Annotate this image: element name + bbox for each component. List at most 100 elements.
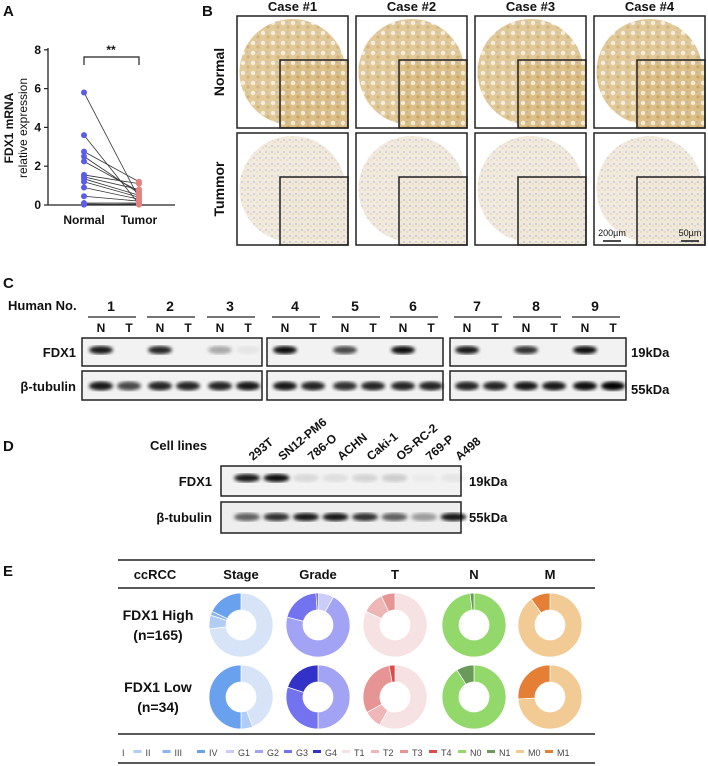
legend-label: T1: [354, 748, 365, 758]
significance-bracket: [83, 56, 140, 65]
donut-t-low: [362, 664, 428, 730]
donut-slice-t3: [362, 665, 393, 713]
blot-band: [263, 513, 290, 521]
blot-band: [411, 513, 437, 521]
donut-slice-g2: [285, 596, 351, 658]
donut-slice-m0: [517, 664, 583, 730]
lane-label-n: N: [341, 321, 350, 335]
legend-label: N1: [499, 748, 511, 758]
panel-c-western-blot: Human No. FDX1 β-tubulin 19kDa 55kDa 1N T…: [8, 298, 670, 401]
lane-label-n: N: [522, 321, 531, 335]
tumor-point: [136, 186, 142, 193]
donut-slice-m1: [517, 664, 551, 700]
pair-line: [83, 203, 140, 206]
case-header: Case #3: [506, 0, 555, 14]
patient-number: 5: [351, 298, 359, 314]
legend-label: G4: [325, 748, 337, 758]
lane-label-t: T: [609, 321, 617, 335]
panel-label-c: C: [3, 275, 14, 292]
donut-slice-t1: [379, 664, 428, 730]
tumor-point: [136, 180, 142, 187]
legend-label: T4: [441, 748, 452, 758]
patient-number: 1: [107, 298, 115, 314]
lane-label-n: N: [399, 321, 408, 335]
blot-band: [148, 346, 172, 354]
legend-swatch: [162, 750, 171, 753]
blot-band: [440, 513, 467, 521]
legend-swatch: [313, 750, 321, 753]
blot-band: [236, 346, 260, 354]
cell-line-label: A498: [452, 434, 483, 463]
blot-band: [391, 346, 415, 354]
legend-label: III: [175, 748, 183, 758]
blot-band: [483, 381, 507, 391]
legend-label: T3: [412, 748, 423, 758]
blot-band: [322, 513, 349, 521]
ihc-tumor-image: [355, 132, 468, 246]
donut-stage-low: [208, 664, 274, 730]
row-label-normal: Normal: [211, 48, 227, 96]
blot-band: [293, 513, 319, 521]
panel-a-paired-plot: FDX1 mRNA relative expression 0 2 4 6 8 Norm…: [2, 43, 175, 227]
magnified-inset: [517, 176, 587, 246]
donut-slice-g2: [317, 664, 351, 730]
donut-slice-n1: [456, 664, 475, 685]
lane-label-t: T: [309, 321, 317, 335]
blot-band: [89, 381, 113, 391]
size-label-19kda: 19kDa: [469, 474, 508, 489]
size-label-19kda: 19kDa: [631, 345, 670, 360]
header-m: M: [545, 567, 556, 582]
image-frame: [593, 132, 706, 246]
group-n-high: (n=165): [133, 627, 182, 643]
blot-band: [176, 381, 200, 391]
normal-point: [81, 184, 87, 191]
legend: I II III IV G1 G2 G3 G4 T1 T2 T3 T4 N0 N1 M0 M1: [122, 748, 570, 758]
lane-label-n: N: [463, 321, 472, 335]
legend-label: G1: [238, 748, 250, 758]
lane-label-n: N: [216, 321, 225, 335]
blot-band: [208, 381, 232, 391]
cell-lines-label: Cell lines: [150, 438, 207, 453]
ihc-tumor-image: [236, 132, 349, 246]
panel-label-d: D: [3, 438, 14, 455]
pair-line: [83, 187, 140, 200]
donut-slice-iv: [211, 592, 242, 620]
y-tick-label: 6: [34, 82, 41, 96]
image-frame: [593, 15, 706, 129]
legend-swatch: [284, 750, 292, 753]
legend-label: N0: [470, 748, 482, 758]
donut-stage-high: [208, 592, 274, 658]
donut-slice-n0: [441, 592, 507, 658]
normal-point: [81, 158, 87, 165]
row-label-tumor: Tummor: [211, 161, 227, 217]
legend-label: T2: [383, 748, 394, 758]
pair-line: [83, 92, 140, 199]
blot-band: [361, 381, 385, 391]
blot-band: [391, 381, 415, 391]
blot-band: [455, 381, 479, 391]
significance-marker: **: [106, 43, 116, 57]
group-label-low: FDX1 Low: [124, 679, 192, 695]
blot-band: [273, 381, 297, 391]
blot-label-fdx1: FDX1: [43, 345, 76, 360]
x-tick-normal: Normal: [63, 213, 104, 227]
blot-label-tubulin: β-tubulin: [20, 379, 76, 394]
ihc-normal-image: [355, 15, 468, 129]
case-header: Case #4: [625, 0, 675, 14]
y-tick-label: 0: [34, 198, 41, 212]
panel-label-b: B: [202, 3, 213, 20]
pair-line: [83, 176, 140, 190]
lane-label-n: N: [581, 321, 590, 335]
blot-band: [455, 346, 479, 354]
blot-band: [208, 346, 232, 354]
panel-e-donut-table: ccRCC Stage Grade T N M FDX1 High (n=165…: [118, 559, 595, 764]
image-frame: [355, 132, 468, 246]
donut-slice-t1: [362, 592, 428, 658]
magnified-inset: [636, 59, 706, 129]
blot-band: [333, 381, 357, 391]
ihc-normal-image: [474, 15, 587, 129]
image-frame: [236, 15, 349, 129]
donut-t-high: [362, 592, 428, 658]
blot-band: [411, 474, 437, 482]
normal-point: [81, 153, 87, 160]
